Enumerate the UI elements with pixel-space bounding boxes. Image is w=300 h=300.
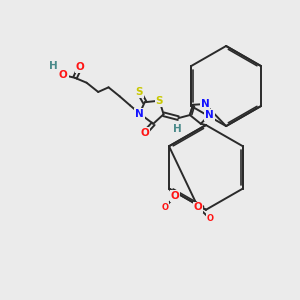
Text: H: H bbox=[49, 61, 58, 71]
Text: S: S bbox=[135, 87, 143, 97]
Text: O: O bbox=[171, 191, 179, 201]
Text: N: N bbox=[135, 109, 144, 118]
Text: N: N bbox=[200, 99, 209, 109]
Text: O: O bbox=[161, 203, 168, 212]
Text: N: N bbox=[205, 110, 214, 120]
Text: H: H bbox=[173, 124, 182, 134]
Text: O: O bbox=[194, 202, 203, 212]
Text: O: O bbox=[207, 214, 214, 223]
Text: S: S bbox=[156, 96, 163, 106]
Text: O: O bbox=[140, 128, 149, 138]
Text: O: O bbox=[76, 62, 85, 72]
Text: O: O bbox=[59, 70, 68, 80]
